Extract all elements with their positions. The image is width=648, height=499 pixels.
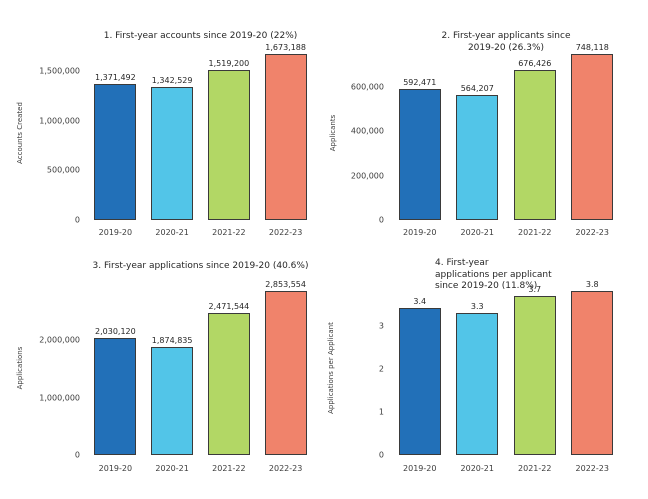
- y-tick-label: 0: [378, 215, 384, 225]
- x-tick-label: 2020-21: [155, 228, 189, 237]
- x-tick-label: 2020-21: [460, 228, 494, 237]
- bar-2021-22: [207, 313, 250, 455]
- y-tick-label: 1,500,000: [39, 66, 80, 76]
- y-tick-label: 200,000: [350, 171, 384, 181]
- bar-value-label: 2,471,544: [208, 302, 250, 311]
- bar-2022-23: [264, 54, 307, 220]
- bar-value-label: 1,371,492: [95, 73, 136, 82]
- chart-title: 1. First-year accounts since 2019-20 (22…: [103, 31, 298, 41]
- bar-value-label: 3.7: [528, 285, 542, 294]
- x-tick-label: 2021-22: [518, 228, 552, 237]
- bar-2022-23: [571, 54, 614, 220]
- bar-value-label: 3.4: [413, 297, 427, 306]
- y-tick-label: 3: [378, 321, 384, 331]
- chart-title: 2. First-year applicants since 2019-20 (…: [441, 31, 571, 53]
- bar-value-label: 676,426: [518, 59, 552, 68]
- bar-2022-23: [264, 291, 307, 455]
- bar-value-label: 1,519,200: [208, 59, 250, 68]
- x-tick-label: 2020-21: [460, 464, 494, 473]
- bar-2020-21: [456, 95, 499, 220]
- bar-2019-20: [94, 338, 137, 455]
- y-tick-label: 0: [378, 450, 384, 460]
- x-tick-label: 2022-23: [268, 464, 303, 473]
- bar-value-label: 3.3: [470, 302, 484, 311]
- y-tick-label: 2,000,000: [39, 335, 80, 345]
- x-tick-label: 2022-23: [575, 464, 609, 473]
- y-tick-label: 500,000: [46, 165, 80, 175]
- bar-value-label: 592,471: [403, 78, 437, 87]
- y-tick-label: 1,000,000: [39, 393, 80, 403]
- bar-value-label: 3.8: [585, 280, 599, 289]
- chart-title: 4. First-year applications per applicant…: [435, 258, 552, 291]
- bar-2021-22: [207, 70, 250, 220]
- y-tick-label: 1: [378, 407, 384, 417]
- bar-value-label: 564,207: [460, 84, 494, 93]
- x-tick-label: 2019-20: [403, 228, 437, 237]
- bar-2019-20: [94, 84, 137, 220]
- bar-2019-20: [398, 89, 441, 220]
- bar-2021-22: [513, 296, 556, 455]
- y-tick-label: 0: [74, 215, 80, 225]
- chart-title: 3. First-year applications since 2019-20…: [92, 261, 309, 271]
- bar-value-label: 1,342,529: [151, 76, 193, 85]
- x-tick-label: 2022-23: [268, 228, 303, 237]
- x-tick-label: 2019-20: [98, 464, 133, 473]
- bar-value-label: 2,853,554: [265, 280, 306, 289]
- x-tick-label: 2019-20: [403, 464, 437, 473]
- x-tick-label: 2020-21: [155, 464, 189, 473]
- x-tick-label: 2021-22: [212, 464, 246, 473]
- bar-2020-21: [456, 313, 499, 455]
- bar-value-label: 748,118: [575, 43, 609, 52]
- x-tick-label: 2021-22: [212, 228, 246, 237]
- y-tick-label: 2: [378, 364, 384, 374]
- x-tick-label: 2021-22: [518, 464, 552, 473]
- y-tick-label: 0: [74, 450, 80, 460]
- y-tick-label: 1,000,000: [39, 116, 80, 126]
- x-tick-label: 2019-20: [98, 228, 133, 237]
- bar-value-label: 2,030,120: [95, 327, 136, 336]
- y-tick-label: 600,000: [350, 82, 384, 92]
- bar-2022-23: [571, 291, 614, 455]
- bar-2019-20: [398, 308, 441, 455]
- y-tick-label: 400,000: [350, 126, 384, 136]
- bar-value-label: 1,874,835: [151, 336, 193, 345]
- y-axis-label: Applications per Applicant: [327, 322, 335, 414]
- x-tick-label: 2022-23: [575, 228, 609, 237]
- bar-2020-21: [151, 87, 194, 220]
- bar-value-label: 1,673,188: [265, 43, 306, 52]
- bar-2020-21: [151, 347, 194, 455]
- bar-2021-22: [513, 70, 556, 220]
